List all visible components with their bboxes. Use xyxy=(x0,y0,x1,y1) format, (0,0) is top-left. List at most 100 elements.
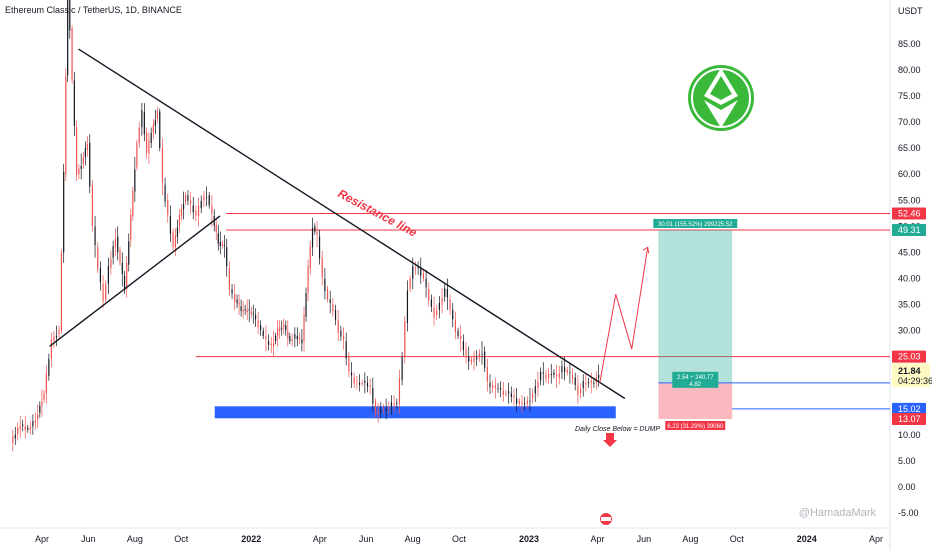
candle-body xyxy=(43,393,45,400)
candle-body xyxy=(65,76,67,175)
entry-ratio-label: 4.82 xyxy=(689,382,701,388)
candle-body xyxy=(500,388,502,390)
candle-body xyxy=(289,335,291,342)
candle-body xyxy=(436,310,438,316)
candle-body xyxy=(244,309,246,311)
candle-body xyxy=(508,391,510,394)
candle-body xyxy=(548,373,550,378)
candle-body xyxy=(78,168,80,175)
candle-body xyxy=(505,393,507,395)
candle-body xyxy=(221,243,223,246)
x-tick-label: 2024 xyxy=(797,534,817,544)
candle-body xyxy=(404,321,406,357)
candle-body xyxy=(433,307,435,318)
target-label: 30.01 (155.52%) 299225.52 xyxy=(658,222,733,228)
candle-body xyxy=(254,315,257,320)
candle-body xyxy=(246,309,248,313)
y-tick-label: 30.00 xyxy=(898,326,921,336)
price-tag-49.31 xyxy=(892,223,926,236)
candle-body xyxy=(380,410,382,412)
candle-body xyxy=(208,195,210,206)
candle-body xyxy=(478,353,480,357)
y-tick-label: 75.00 xyxy=(898,91,921,101)
candle-body xyxy=(277,328,279,336)
candle-body xyxy=(215,224,217,233)
candle-body xyxy=(242,309,244,312)
candle-body xyxy=(492,385,494,388)
candle-body xyxy=(114,238,117,248)
candle-body xyxy=(342,335,345,340)
candle-body xyxy=(390,402,393,407)
candle-body xyxy=(321,257,323,278)
projection-path xyxy=(599,247,649,383)
candle-body xyxy=(476,357,478,360)
candle-body xyxy=(460,335,462,339)
candle-body xyxy=(566,369,568,373)
down-arrow-icon xyxy=(603,433,617,447)
candle-body xyxy=(348,356,350,372)
trendline-resistance-line xyxy=(78,48,626,400)
candle-body xyxy=(257,320,259,328)
candle-body xyxy=(324,278,326,292)
y-tick-label: 85.00 xyxy=(898,39,921,49)
candle-body xyxy=(372,388,374,404)
candle-body xyxy=(497,388,499,390)
candle-body xyxy=(32,421,34,427)
candle-body xyxy=(200,200,202,209)
last-price-tag xyxy=(892,363,930,388)
candle-body xyxy=(425,278,427,288)
candle-body xyxy=(60,252,63,331)
candle-body xyxy=(195,210,197,216)
candle-body xyxy=(468,356,470,362)
candle-body xyxy=(279,327,281,331)
candle-body xyxy=(169,215,172,234)
candle-body xyxy=(309,246,311,269)
candle-body xyxy=(260,325,262,331)
candle-body xyxy=(406,290,409,323)
candle-body xyxy=(345,341,347,359)
candle-body xyxy=(172,231,174,248)
candle-body xyxy=(238,302,240,305)
candle-body xyxy=(553,372,555,376)
candle-body xyxy=(558,373,560,378)
candle-body xyxy=(205,196,208,198)
event-marker-band xyxy=(601,517,611,521)
candle-body xyxy=(53,336,55,342)
candle-body xyxy=(521,402,523,404)
candle-body xyxy=(136,142,138,168)
candle-body xyxy=(22,424,24,426)
candle-body xyxy=(41,401,43,407)
candle-body xyxy=(574,377,576,385)
last-price-text: 21.84 xyxy=(898,366,921,376)
candle-body xyxy=(217,233,219,244)
price-tag-52.46 xyxy=(892,207,926,220)
candle-body xyxy=(45,373,47,394)
candle-body xyxy=(37,414,39,420)
candle-body xyxy=(422,273,425,279)
candle-body xyxy=(231,288,233,294)
candle-body xyxy=(178,214,181,227)
candle-body xyxy=(441,298,443,305)
x-tick-label: Aug xyxy=(127,534,143,544)
candle-body xyxy=(529,400,531,402)
x-tick-label: Aug xyxy=(682,534,698,544)
projection-arrowhead xyxy=(642,246,650,254)
candle-body xyxy=(332,304,334,311)
candle-body xyxy=(86,144,89,150)
candle-body xyxy=(73,80,75,126)
candle-body xyxy=(318,236,321,259)
y-tick-label: 60.00 xyxy=(898,169,921,179)
candle-body xyxy=(265,335,267,339)
candle-body xyxy=(513,395,515,398)
y-tick-label: 40.00 xyxy=(898,274,921,284)
candle-body xyxy=(240,306,242,311)
candle-body xyxy=(272,343,275,347)
candle-body xyxy=(462,341,464,351)
candle-body xyxy=(311,228,314,248)
candle-body xyxy=(48,359,50,376)
candle-body xyxy=(298,337,301,339)
candle-body xyxy=(132,191,134,216)
candle-body xyxy=(112,246,114,258)
